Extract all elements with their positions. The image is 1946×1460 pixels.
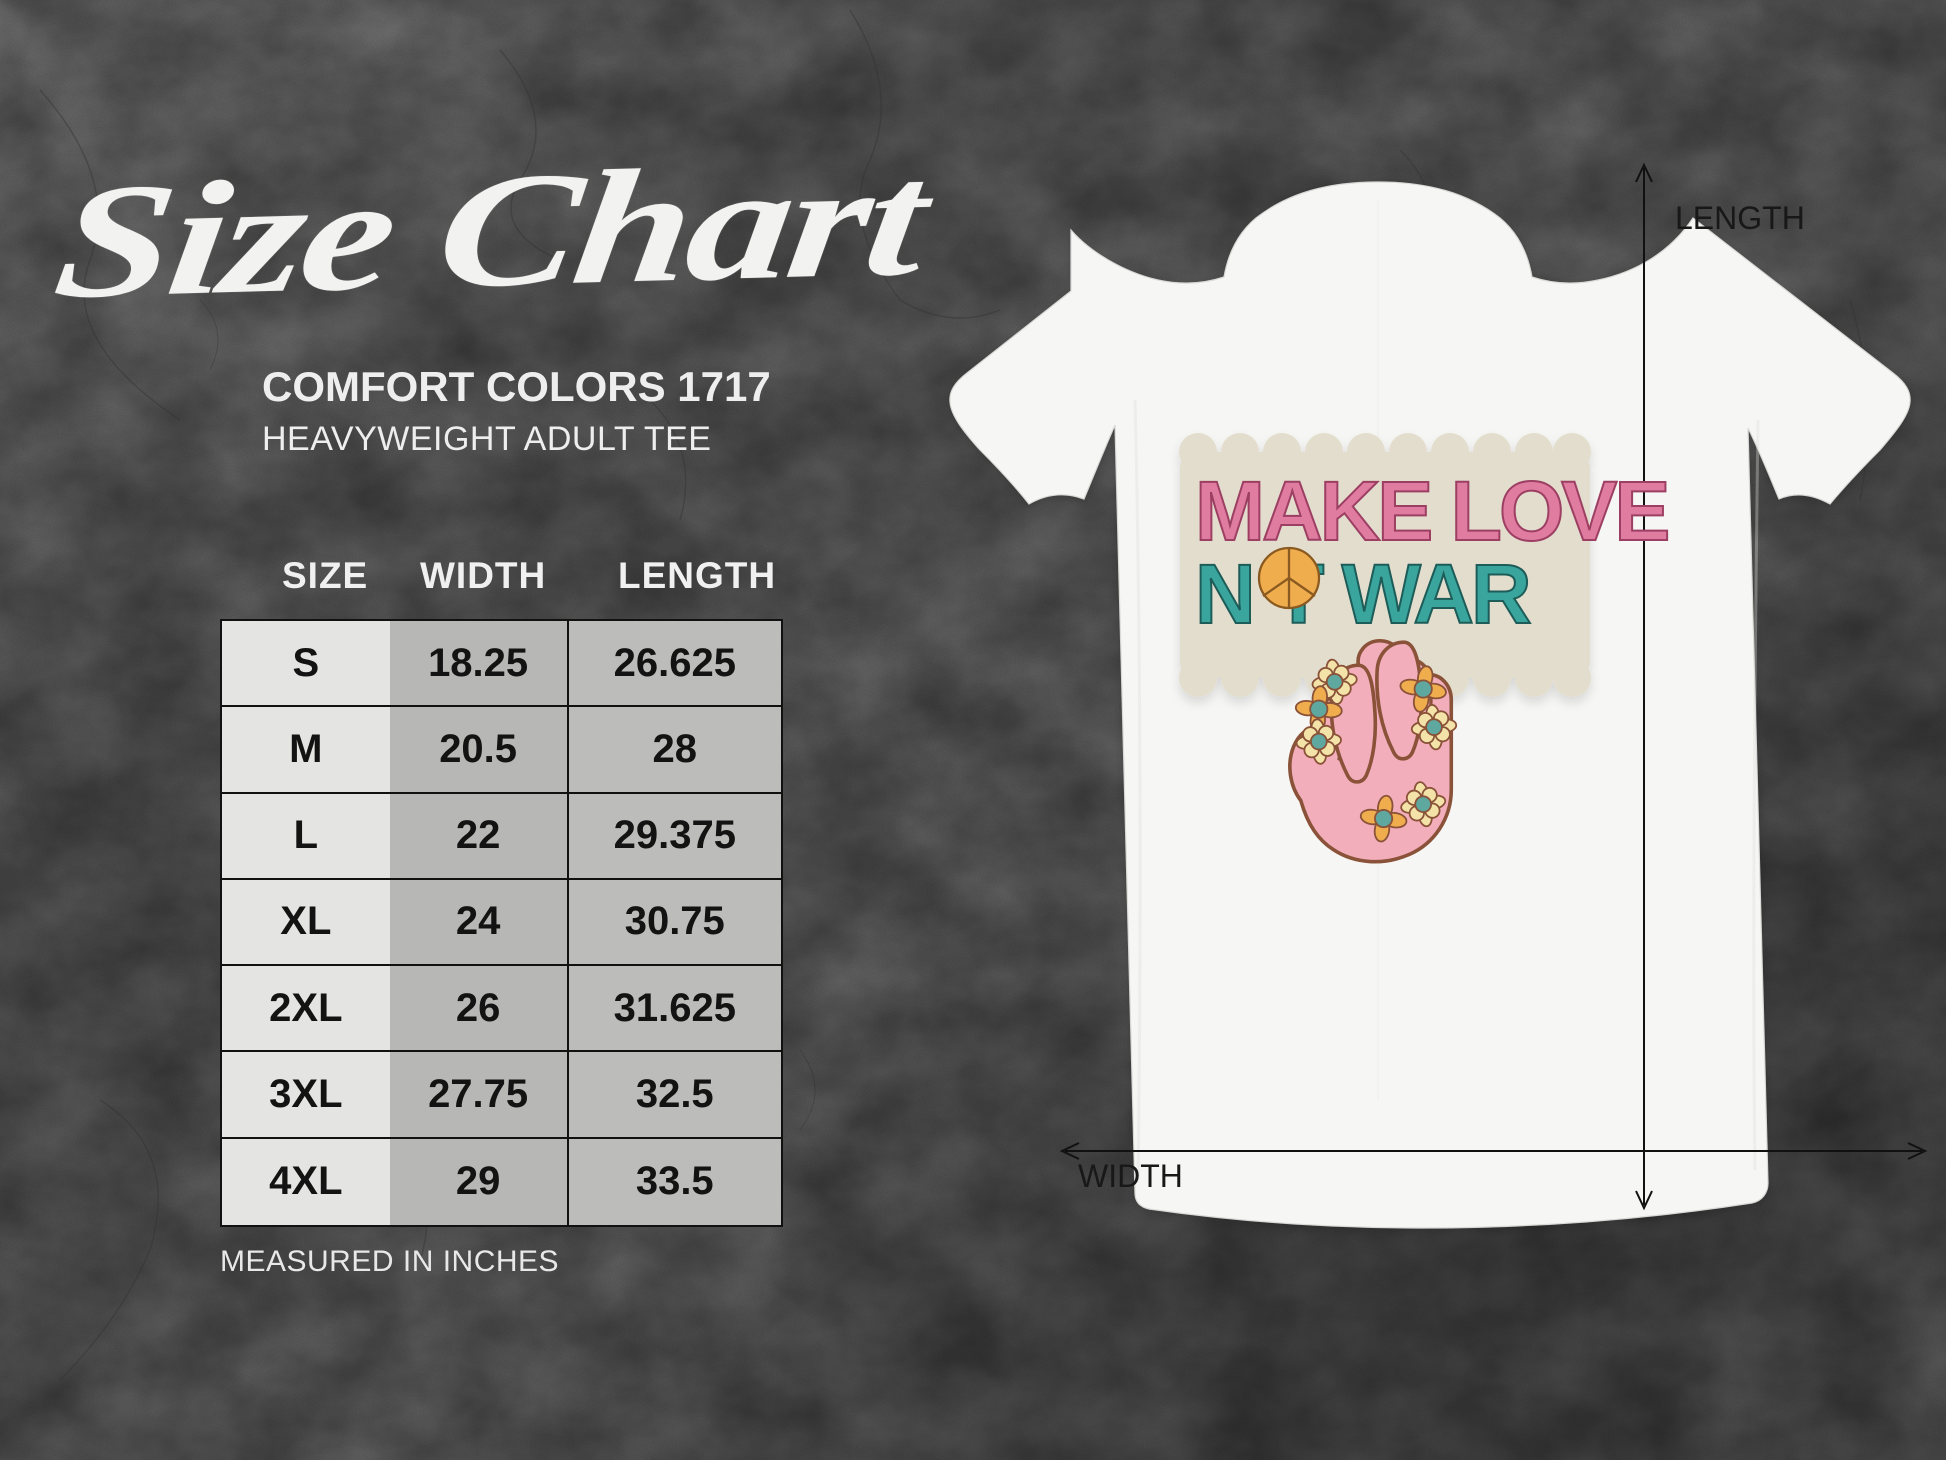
svg-text:N T WAR: N T WAR	[1195, 547, 1530, 641]
svg-text:MAKE LOVE: MAKE LOVE	[1195, 464, 1667, 558]
